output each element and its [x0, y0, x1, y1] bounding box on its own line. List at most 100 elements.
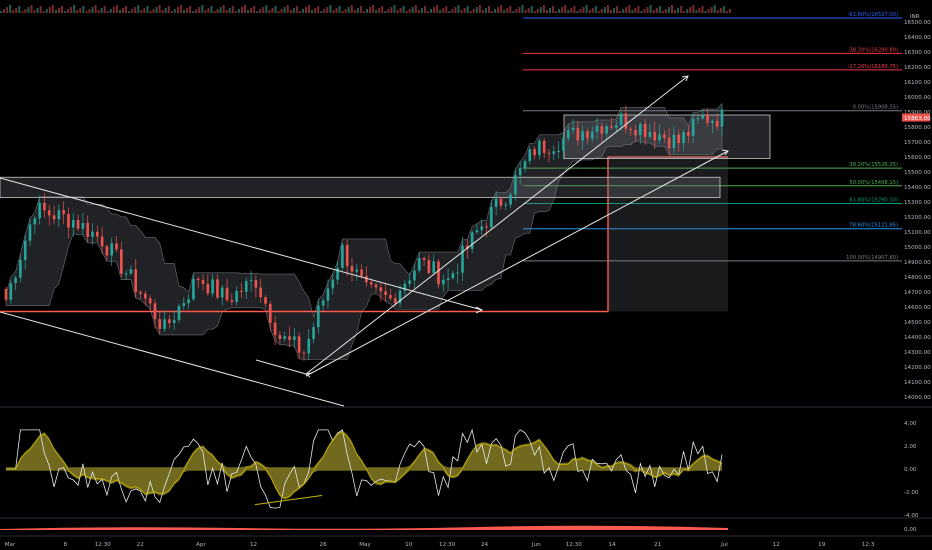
- volume-bar: [54, 10, 57, 13]
- time-tick-label: 12: [250, 542, 257, 548]
- candle-body: [701, 115, 705, 119]
- volume-bar: [524, 10, 527, 13]
- candle-body: [427, 260, 431, 273]
- volume-bar: [643, 9, 646, 13]
- volume-bar: [277, 11, 280, 13]
- volume-bar: [677, 8, 680, 13]
- time-tick-label: Jun: [531, 542, 541, 548]
- trend-lines[interactable]: [0, 75, 729, 407]
- volume-bar: [381, 6, 384, 13]
- volume-bar: [555, 11, 558, 13]
- candle-body: [480, 226, 484, 231]
- volume-bar: [265, 5, 268, 13]
- price-tick-label: 16500.00: [904, 20, 931, 26]
- volume-bar: [173, 9, 176, 13]
- volume-bar: [405, 11, 408, 13]
- candle-body: [278, 335, 282, 339]
- candle-body: [341, 244, 344, 268]
- candle-body: [605, 126, 608, 134]
- candle-body: [514, 175, 517, 195]
- volume-bar: [631, 10, 634, 13]
- fibonacci-levels[interactable]: -61.80%(16527.00) -38.20%(16290.80) -27.20…: [523, 12, 902, 262]
- volume-bar: [76, 10, 79, 13]
- volume-bar: [478, 5, 481, 13]
- candle-body: [490, 207, 493, 228]
- volume-bar: [192, 11, 195, 13]
- volume-bar: [527, 8, 530, 13]
- volume-bar: [149, 11, 152, 13]
- time-tick-label: 19: [818, 542, 826, 548]
- volume-bar: [131, 9, 134, 13]
- volume-bar: [573, 6, 576, 13]
- candle-body: [302, 352, 306, 354]
- time-tick-label: 14: [609, 542, 617, 548]
- volume-bar: [701, 6, 704, 13]
- range-boxes[interactable]: [0, 114, 771, 198]
- volume-bar: [536, 9, 539, 13]
- fib-label: 100.00%(14907.80): [846, 255, 898, 261]
- volume-bar: [567, 10, 570, 13]
- oscillator-pane[interactable]: [0, 406, 932, 537]
- volume-bar: [164, 8, 167, 13]
- volume-bar: [588, 10, 591, 13]
- time-tick-label: Mar: [5, 542, 16, 548]
- volume-bar: [710, 7, 713, 13]
- volume-bar: [655, 8, 658, 13]
- candle-body: [158, 319, 162, 329]
- price-axis[interactable]: 16500.00 16400.00 16300.00 16200.00 16100.00…: [902, 20, 931, 401]
- candle-body: [307, 338, 311, 354]
- candle-body: [624, 113, 628, 129]
- candle-body: [369, 282, 373, 285]
- candle-body: [711, 120, 714, 123]
- volume-bar: [323, 9, 326, 13]
- volume-bar: [430, 9, 433, 13]
- fib-label: 61.80%(15290.10): [849, 197, 898, 203]
- volume-bar: [39, 6, 42, 13]
- candle-body: [187, 299, 190, 304]
- arrow-head: [681, 75, 689, 82]
- volume-bar: [344, 9, 347, 13]
- candle-body: [639, 123, 642, 136]
- volume-bar: [393, 5, 396, 13]
- candle-body: [581, 131, 584, 141]
- volume-bar: [305, 7, 307, 13]
- candle-body: [129, 269, 133, 274]
- downtrend-lower-line: [0, 311, 345, 407]
- volume-bar: [463, 8, 466, 13]
- volume-bar: [448, 11, 451, 13]
- volume-bar: [414, 5, 417, 13]
- volume-bar: [420, 8, 423, 13]
- volume-bar: [564, 5, 567, 13]
- volume-bar: [542, 5, 545, 13]
- volume-bar: [21, 11, 24, 13]
- price-tick-label: 15500.00: [904, 170, 931, 176]
- candle-body: [14, 277, 17, 284]
- volume-bar: [582, 7, 585, 13]
- candle-body: [192, 278, 195, 300]
- volume-bar: [646, 7, 649, 13]
- volume-bar: [106, 11, 109, 13]
- time-tick-label: 8: [64, 542, 68, 548]
- price-pane[interactable]: -61.80%(16527.00) -38.20%(16290.80) -27.20…: [0, 12, 902, 407]
- candle-body: [317, 305, 320, 328]
- volume-bar: [649, 5, 652, 13]
- volume-bar: [515, 9, 518, 13]
- volume-bar: [558, 9, 561, 13]
- fib-label: -38.20%(16290.80): [848, 47, 898, 53]
- volume-bar: [625, 7, 628, 13]
- volume-bar: [484, 8, 487, 13]
- candle-body: [91, 231, 94, 237]
- candle-body: [393, 298, 397, 304]
- volume-bar: [225, 10, 228, 13]
- price-tick-label: 16100.00: [904, 80, 931, 86]
- volume-bar: [622, 9, 625, 13]
- time-axis[interactable]: Mar 8 12:30 22 Apr 12 26 May 10 12:30 24 Jun 12:30 14…: [5, 542, 875, 548]
- candle-body: [201, 280, 205, 284]
- candle-body: [494, 198, 498, 208]
- candle-body: [365, 276, 368, 283]
- volume-bar: [286, 5, 289, 13]
- volume-bar: [73, 5, 76, 13]
- volume-bar: [445, 6, 448, 13]
- volume-bar: [256, 11, 259, 13]
